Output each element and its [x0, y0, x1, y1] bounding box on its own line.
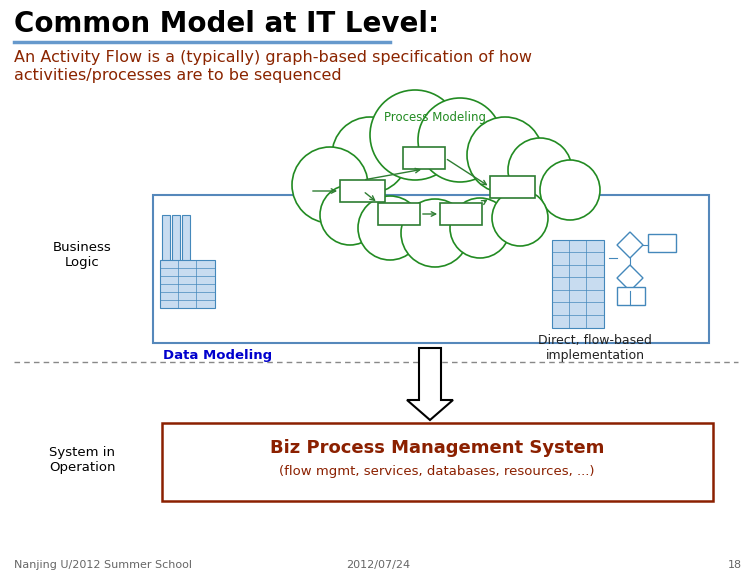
Text: An Activity Flow is a (typically) graph-based specification of how: An Activity Flow is a (typically) graph-…	[14, 50, 532, 65]
Circle shape	[332, 117, 408, 193]
Text: Biz Process Management System: Biz Process Management System	[270, 439, 604, 457]
Circle shape	[370, 90, 460, 180]
Text: Common Model at IT Level:: Common Model at IT Level:	[14, 10, 439, 38]
FancyBboxPatch shape	[440, 203, 482, 225]
FancyBboxPatch shape	[182, 215, 190, 295]
Text: Nanjing U/2012 Summer School: Nanjing U/2012 Summer School	[14, 560, 192, 570]
Circle shape	[467, 117, 543, 193]
FancyBboxPatch shape	[340, 180, 385, 202]
Circle shape	[320, 185, 380, 245]
FancyBboxPatch shape	[172, 215, 180, 295]
Circle shape	[292, 147, 368, 223]
Polygon shape	[617, 265, 643, 291]
FancyBboxPatch shape	[162, 215, 170, 295]
FancyBboxPatch shape	[153, 195, 709, 343]
Text: 18: 18	[728, 560, 742, 570]
FancyBboxPatch shape	[617, 287, 645, 305]
Text: Data Modeling: Data Modeling	[163, 348, 273, 362]
FancyBboxPatch shape	[403, 147, 445, 169]
FancyBboxPatch shape	[162, 423, 713, 501]
Text: System in
Operation: System in Operation	[48, 446, 115, 474]
Text: (flow mgmt, services, databases, resources, ...): (flow mgmt, services, databases, resourc…	[279, 465, 595, 479]
FancyArrow shape	[407, 348, 453, 420]
Circle shape	[401, 199, 469, 267]
Polygon shape	[617, 232, 643, 258]
Text: 2012/07/24: 2012/07/24	[346, 560, 410, 570]
Text: Business
Logic: Business Logic	[53, 241, 111, 269]
Text: Direct, flow-based
implementation: Direct, flow-based implementation	[538, 334, 652, 362]
Text: activities/processes are to be sequenced: activities/processes are to be sequenced	[14, 68, 342, 83]
FancyBboxPatch shape	[378, 203, 420, 225]
FancyBboxPatch shape	[490, 176, 535, 198]
Circle shape	[450, 198, 510, 258]
Circle shape	[418, 98, 502, 182]
Circle shape	[508, 138, 572, 202]
Text: Process Modeling: Process Modeling	[384, 112, 486, 124]
FancyBboxPatch shape	[648, 234, 676, 252]
FancyBboxPatch shape	[160, 260, 215, 308]
Circle shape	[540, 160, 600, 220]
Circle shape	[358, 196, 422, 260]
FancyBboxPatch shape	[552, 240, 604, 328]
Circle shape	[492, 190, 548, 246]
